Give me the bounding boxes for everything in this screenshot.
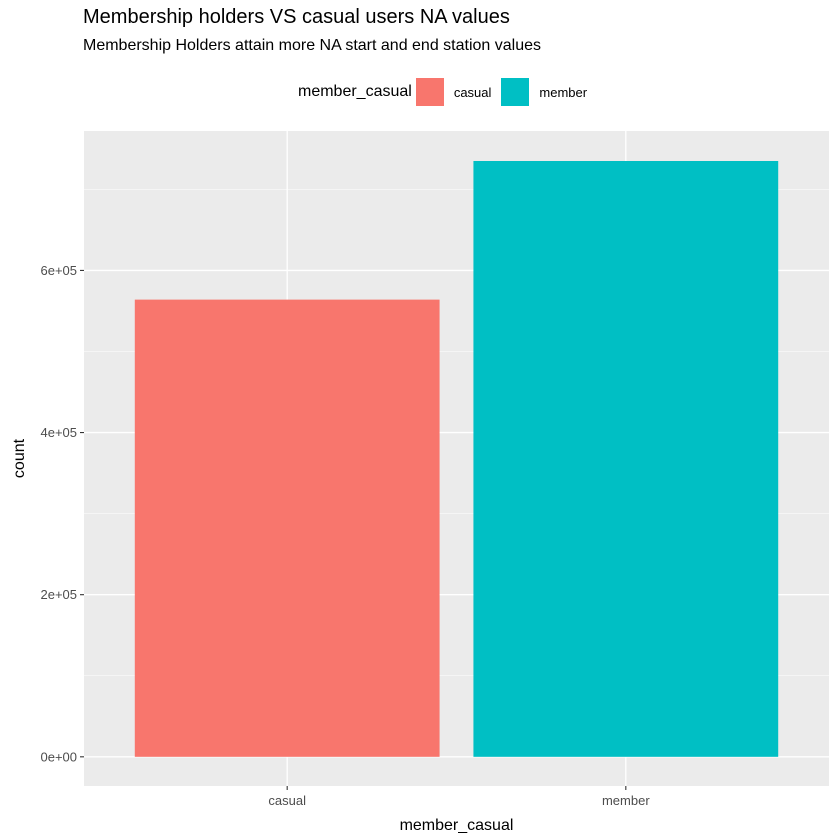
y-axis: 0e+00 2e+05 4e+05 6e+05 [40, 263, 84, 764]
x-tick-label: member [602, 793, 650, 808]
legend: member_casual casual member [298, 77, 597, 107]
y-tick-label: 0e+00 [40, 749, 77, 764]
x-axis-label: member_casual [400, 817, 514, 834]
legend-key-casual [415, 78, 444, 106]
legend-label-member: member [539, 84, 588, 100]
legend-title: member_casual [298, 83, 412, 100]
chart-subtitle: Membership Holders attain more NA start … [83, 37, 542, 54]
legend-label-casual: casual [453, 84, 492, 100]
y-tick-label: 4e+05 [40, 425, 77, 440]
bar-casual [134, 299, 440, 757]
y-tick-label: 2e+05 [40, 587, 77, 602]
y-tick-label: 6e+05 [40, 263, 77, 278]
bar-member [473, 160, 779, 757]
x-axis: casual member [268, 786, 650, 808]
chart-title: Membership holders VS casual users NA va… [83, 6, 510, 28]
legend-key-member [501, 78, 530, 106]
bars [134, 160, 779, 757]
x-tick-label: casual [268, 793, 306, 808]
y-axis-label: count [11, 438, 28, 478]
